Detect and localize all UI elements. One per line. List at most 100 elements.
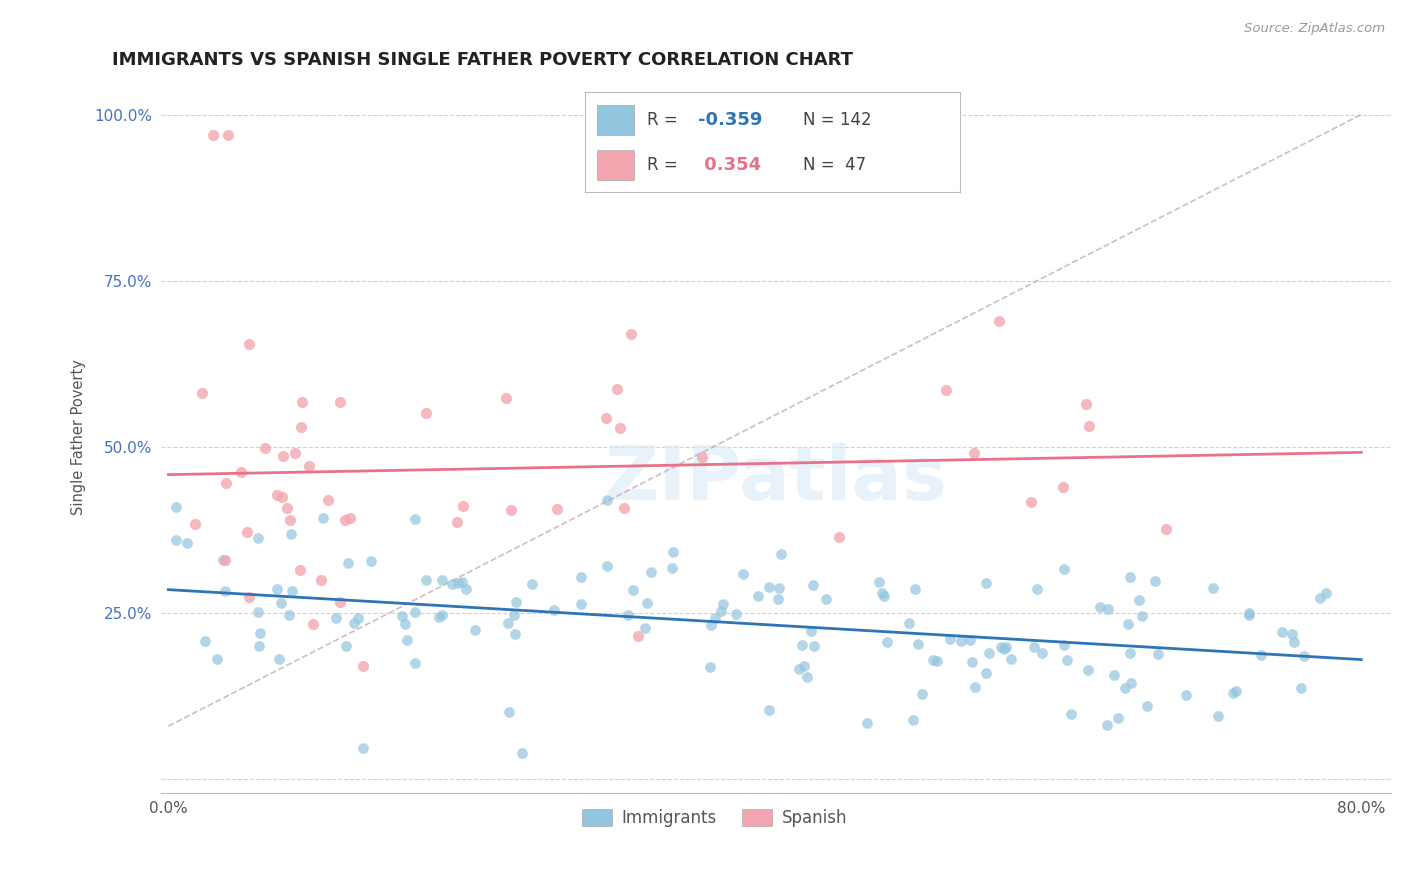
Point — [352, 659, 374, 673]
Point — [205, 652, 228, 666]
Point — [1088, 600, 1111, 615]
Point — [935, 384, 957, 398]
Point — [1222, 686, 1244, 700]
Point — [1021, 495, 1043, 509]
Point — [1315, 586, 1337, 600]
Point — [238, 337, 260, 351]
Point — [1114, 681, 1136, 696]
Point — [415, 574, 437, 588]
Point — [288, 563, 311, 577]
Point — [768, 591, 790, 606]
Point — [281, 584, 304, 599]
Point — [231, 465, 253, 479]
Point — [298, 458, 321, 473]
Point — [1024, 640, 1046, 654]
Point — [769, 547, 792, 561]
Point — [709, 604, 731, 618]
Point — [1206, 709, 1229, 723]
Point — [214, 553, 236, 567]
Point — [335, 639, 357, 653]
Point — [617, 608, 640, 623]
Point — [328, 595, 350, 609]
Point — [343, 616, 366, 631]
Point — [963, 446, 986, 460]
Point — [872, 586, 894, 600]
Point — [901, 713, 924, 727]
Point — [692, 450, 714, 465]
Text: Source: ZipAtlas.com: Source: ZipAtlas.com — [1244, 22, 1385, 36]
Point — [404, 605, 426, 619]
Point — [976, 665, 998, 680]
Point — [619, 326, 641, 341]
Point — [596, 558, 619, 573]
Point — [939, 632, 962, 646]
Point — [238, 591, 260, 605]
Point — [569, 570, 592, 584]
Point — [1095, 718, 1118, 732]
Point — [634, 621, 657, 635]
Point — [1097, 602, 1119, 616]
Point — [347, 611, 370, 625]
Point — [911, 688, 934, 702]
Point — [271, 449, 294, 463]
Point — [1225, 683, 1247, 698]
Point — [183, 516, 205, 531]
Point — [922, 653, 945, 667]
Point — [277, 608, 299, 623]
Point — [404, 656, 426, 670]
Point — [360, 554, 382, 568]
Point — [640, 565, 662, 579]
Point — [950, 633, 973, 648]
Point — [267, 652, 290, 666]
Point — [995, 640, 1018, 654]
Point — [1128, 593, 1150, 607]
Point — [217, 128, 239, 142]
Point — [352, 741, 374, 756]
Point — [787, 662, 810, 676]
Point — [276, 500, 298, 515]
Point — [747, 589, 769, 603]
Point — [987, 313, 1010, 327]
Point — [1135, 699, 1157, 714]
Point — [214, 583, 236, 598]
Point — [546, 501, 568, 516]
Point — [960, 655, 983, 669]
Point — [214, 476, 236, 491]
Point — [394, 617, 416, 632]
Point — [309, 573, 332, 587]
Point — [302, 617, 325, 632]
Point — [510, 746, 533, 760]
Point — [211, 553, 233, 567]
Point — [440, 577, 463, 591]
Point — [876, 635, 898, 649]
Point — [990, 640, 1012, 654]
Point — [247, 639, 270, 653]
Point — [284, 445, 307, 459]
Point — [1031, 646, 1053, 660]
Point — [606, 382, 628, 396]
Legend: Immigrants, Spanish: Immigrants, Spanish — [575, 803, 853, 834]
Point — [249, 626, 271, 640]
Point — [868, 574, 890, 589]
Point — [613, 501, 636, 516]
Point — [165, 533, 187, 547]
Point — [927, 654, 949, 668]
Point — [1202, 581, 1225, 595]
Point — [498, 705, 520, 719]
Point — [290, 419, 312, 434]
Point — [711, 597, 734, 611]
Point — [1271, 624, 1294, 639]
Point — [337, 556, 360, 570]
Point — [543, 603, 565, 617]
Point — [495, 391, 517, 405]
Point — [430, 607, 453, 622]
Point — [456, 582, 478, 596]
Point — [872, 589, 894, 603]
Point — [1052, 562, 1074, 576]
Point — [446, 515, 468, 529]
Point — [505, 595, 527, 609]
Point — [1250, 648, 1272, 662]
Point — [724, 607, 747, 621]
Point — [758, 580, 780, 594]
Point — [316, 492, 339, 507]
